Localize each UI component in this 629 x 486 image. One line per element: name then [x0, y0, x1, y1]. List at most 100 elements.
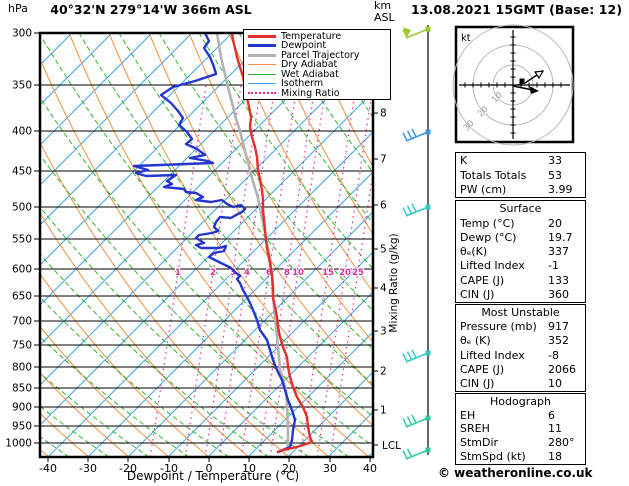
legend-label: Mixing Ratio [281, 87, 340, 99]
stat-row: Lifted Index -8 [456, 349, 585, 362]
temperature-tick-label: 10 [242, 462, 256, 475]
x-axis-title: Dewpoint / Temperature (°C) [127, 469, 299, 483]
stat-row: θₑ(K) 337 [456, 245, 585, 258]
stat-label: CIN (J) [460, 376, 495, 390]
km-tick-label: 2 [380, 366, 387, 378]
mixing-ratio-value-label: 25 [352, 268, 364, 278]
stat-label: PW (cm) [460, 182, 507, 196]
stat-value: 19.7 [548, 230, 573, 244]
mixing-ratio-value-label: 4 [244, 268, 250, 278]
wind-barb [402, 203, 431, 217]
wind-barb [402, 26, 431, 39]
pressure-tick-label: 450 [12, 166, 32, 178]
pressure-unit-label: hPa [8, 2, 28, 15]
pressure-tick-label: 550 [12, 234, 32, 246]
km-tick-label: 4 [380, 283, 387, 295]
pressure-tick-label: 800 [12, 362, 32, 374]
temperature-tick-label: 40 [363, 462, 377, 475]
legend-swatch-parcel-trajectory [248, 53, 276, 57]
stat-label: SREH [460, 422, 490, 436]
legend-swatch-isotherm [248, 83, 276, 84]
stat-row: SREH 11 [456, 422, 585, 435]
stat-label: EH [460, 408, 476, 422]
legend-swatch-dewpoint [248, 44, 276, 47]
stat-value: 3.99 [548, 182, 573, 196]
stat-row: CAPE (J) 2066 [456, 363, 585, 376]
wet-adiabat-lines [40, 33, 373, 457]
stat-value: -8 [548, 348, 559, 362]
hodograph-trace-lower [512, 85, 534, 91]
panel-title: Surface [499, 202, 542, 216]
stat-value: 2066 [548, 362, 576, 376]
stat-row: Temp (°C) 20 [456, 217, 585, 230]
stat-value: 917 [548, 320, 569, 334]
stat-label: Lifted Index [460, 259, 525, 273]
legend-item: Temperature [244, 30, 390, 42]
mixing-ratio-axis-title: Mixing Ratio (g/kg) [388, 233, 400, 332]
legend-label: Dewpoint [281, 40, 327, 51]
stat-row: Pressure (mb) 917 [456, 320, 585, 333]
wind-barb [402, 414, 431, 428]
mixing-ratio-value-label: 1 [175, 268, 181, 278]
stat-value: -1 [548, 259, 559, 273]
pressure-tick-label: 700 [12, 316, 32, 328]
mixing-ratio-value-label: 8 [284, 268, 290, 278]
stat-value: 33 [548, 154, 562, 168]
km-tick-label: 8 [380, 108, 387, 120]
lcl-label: LCL [382, 440, 401, 452]
stat-value: 133 [548, 273, 569, 287]
temperature-tick-label: 20 [282, 462, 296, 475]
altitude-unit-label: km ASL [374, 0, 395, 24]
legend-item: Dewpoint [244, 41, 390, 50]
mixing-ratio-value-label: 20 [339, 268, 351, 278]
legend-item: Isotherm [244, 79, 390, 88]
stat-label: StmDir [460, 436, 499, 450]
stat-row: PW (cm) 3.99 [456, 183, 585, 196]
hodograph-unit-label: kt [461, 33, 471, 44]
legend: Temperature Dewpoint Parcel Trajectory Dry … [243, 29, 391, 100]
series-dewpoint [132, 33, 297, 454]
series-temperature [230, 33, 314, 454]
mixing-ratio-value-label: 2 [210, 268, 216, 278]
stat-label: Dewp (°C) [460, 230, 517, 244]
stat-value: 11 [548, 422, 562, 436]
temperature-tick-label: -20 [119, 462, 137, 475]
pressure-axis: 300 350 400 450 500 550 600 650 700 750 800 850 900 9… [5, 28, 40, 450]
hodograph-filled-arrowhead [529, 86, 539, 94]
stat-label: CIN (J) [460, 287, 495, 301]
km-tick-label: 7 [380, 154, 387, 166]
stat-row: CIN (J) 10 [456, 377, 585, 390]
stat-value: 53 [548, 168, 562, 182]
stat-value: 20 [548, 216, 562, 230]
temperature-tick-label: -30 [79, 462, 97, 475]
legend-swatch-dry-adiabat [248, 64, 276, 65]
wind-barb [402, 447, 431, 460]
legend-swatch-temperature [248, 34, 276, 38]
plot-area: 1 2 3 4 6 8 10 15 20 25 [40, 33, 373, 457]
legend-label: Parcel Trajectory [281, 49, 360, 61]
run-date-label: 13.08.2021 15GMT (Base: 12) [411, 2, 623, 17]
km-tick-label: 6 [380, 200, 387, 212]
stats-panel-most-unstable: Most Unstable Pressure (mb) 917 θₑ (K) 352 Li… [455, 304, 586, 392]
hodograph-open-arrowhead [533, 70, 545, 80]
stat-label: θₑ (K) [460, 334, 491, 348]
wind-barb [402, 349, 431, 363]
mixing-ratio-value-label: 6 [266, 268, 272, 278]
stat-row: Dewp (°C) 19.7 [456, 231, 585, 244]
legend-swatch-mixing-ratio [248, 92, 276, 94]
panel-title: Most Unstable [481, 306, 560, 320]
pressure-tick-label: 900 [12, 402, 32, 414]
stat-row: Totals Totals 53 [456, 169, 585, 182]
pressure-tick-label: 350 [12, 80, 32, 92]
legend-label: Temperature [281, 30, 342, 42]
km-tick-label: 3 [380, 326, 387, 338]
km-label: km [374, 0, 392, 12]
stat-label: CAPE (J) [460, 362, 505, 376]
temperature-axis: -40 -30 -20 -10 0 10 20 30 40 [39, 457, 377, 475]
mixing-ratio-value-label: 15 [322, 268, 334, 278]
dry-adiabat-lines [40, 33, 373, 457]
stat-label: StmSpd (kt) [460, 450, 526, 464]
stat-label: Totals Totals [460, 168, 527, 182]
